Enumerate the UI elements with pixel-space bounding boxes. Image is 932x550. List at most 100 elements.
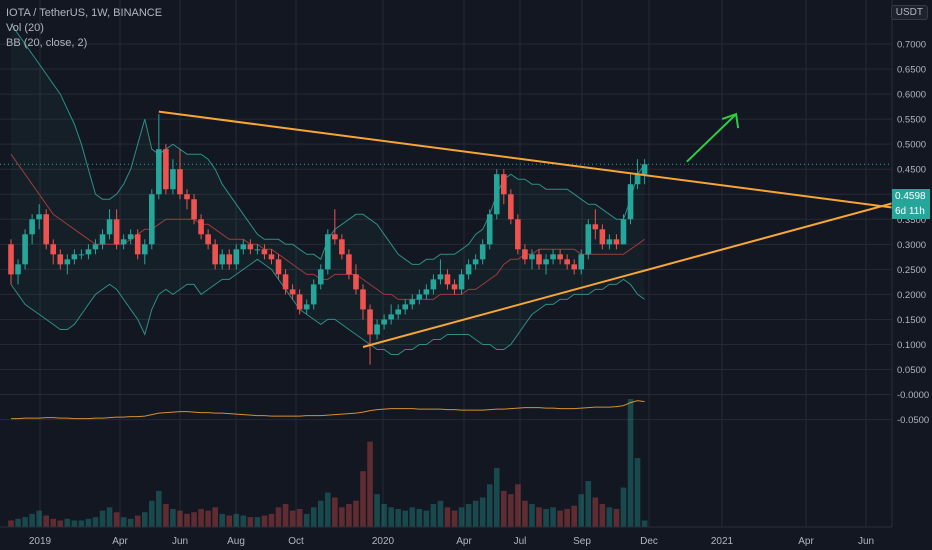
volume-bar xyxy=(254,517,261,527)
volume-bar xyxy=(550,507,556,527)
volume-bar xyxy=(346,504,352,527)
time-tick-label: Aug xyxy=(227,536,245,547)
candle xyxy=(219,249,225,270)
candle xyxy=(550,249,556,265)
time-tick-label: Oct xyxy=(288,536,304,547)
candle xyxy=(332,209,338,245)
candle-body xyxy=(247,244,254,250)
candle xyxy=(578,249,585,275)
volume-bar xyxy=(388,507,394,527)
volume-bar xyxy=(303,513,310,527)
candle-body xyxy=(113,219,120,245)
candle xyxy=(191,194,197,225)
candle-body xyxy=(156,149,162,195)
candle-body xyxy=(268,254,275,260)
trendline-drawings[interactable] xyxy=(158,110,899,348)
time-tick-label: Jun xyxy=(858,536,874,547)
bb-lower-line xyxy=(10,258,645,355)
candle xyxy=(282,269,289,295)
candle xyxy=(388,304,394,325)
candle xyxy=(275,254,282,280)
projection-arrow-shaft xyxy=(686,113,737,163)
volume-bar xyxy=(170,508,176,527)
candle xyxy=(43,209,49,250)
symbol-title: IOTA / TetherUS, 1W, BINANCE xyxy=(6,7,163,19)
candle-body xyxy=(353,274,359,290)
indicator-volume[interactable]: Vol (20) xyxy=(6,22,44,34)
volume-bar xyxy=(120,517,127,527)
indicator-bollinger[interactable]: BB (20, close, 2) xyxy=(6,37,88,49)
time-axis[interactable]: 2019 Apr Jun Aug Oct 2020 Apr Jul Sep Dec 2021 Apr J… xyxy=(29,536,874,547)
candle xyxy=(127,229,134,245)
candle-body xyxy=(127,234,134,240)
volume-bar xyxy=(620,487,627,527)
volume-bar xyxy=(43,515,49,527)
volume-bar xyxy=(395,508,401,527)
volume-bar xyxy=(627,399,634,527)
candle xyxy=(381,314,387,330)
candle-body xyxy=(627,184,634,220)
volume-bar xyxy=(22,517,28,527)
candle xyxy=(606,234,613,250)
candle xyxy=(395,304,401,320)
candle-body xyxy=(29,219,35,235)
candle-body xyxy=(515,219,521,250)
candle xyxy=(99,229,106,250)
volume-bar xyxy=(522,500,528,527)
candle-body xyxy=(296,294,303,310)
volume-bar xyxy=(493,467,500,527)
volume-bar xyxy=(50,518,57,527)
volume-bar xyxy=(310,507,317,527)
volume-bar xyxy=(381,504,387,527)
candle xyxy=(15,259,21,285)
volume-bar xyxy=(163,504,169,527)
candle xyxy=(479,239,486,265)
last-price-label: 0.4598 xyxy=(892,189,930,204)
candle-body xyxy=(472,259,479,265)
volume-ma-line xyxy=(11,400,645,420)
volume-bars xyxy=(8,399,648,527)
candle xyxy=(120,234,127,250)
candle xyxy=(402,299,409,315)
volume-bar xyxy=(536,507,542,527)
candle xyxy=(430,274,437,295)
candle xyxy=(353,264,359,295)
candle-body xyxy=(339,239,345,255)
volume-bar xyxy=(240,515,247,527)
candle xyxy=(522,244,528,265)
volume-bar xyxy=(515,484,521,527)
candle-body xyxy=(486,214,493,245)
candle xyxy=(564,254,570,270)
volume-bar xyxy=(64,518,71,527)
volume-bar xyxy=(205,510,211,527)
price-tick-label: 0.6000 xyxy=(897,90,926,101)
candle-body xyxy=(303,304,310,310)
volume-bar xyxy=(156,490,162,527)
candle xyxy=(163,144,169,195)
candle-body xyxy=(599,229,606,245)
candle-body xyxy=(613,239,620,245)
candle-body xyxy=(141,244,148,255)
volume-bar xyxy=(113,512,120,527)
candle-body xyxy=(219,254,225,265)
volume-bar xyxy=(29,513,35,527)
volume-bar xyxy=(465,504,472,527)
volume-bar xyxy=(275,507,282,527)
volume-bar xyxy=(127,518,134,527)
candle xyxy=(198,214,204,240)
volume-bar xyxy=(282,504,289,527)
volume-bar xyxy=(416,508,423,527)
candle-body xyxy=(310,284,317,305)
price-tick-label: 0.1500 xyxy=(897,315,926,326)
candle xyxy=(501,169,507,205)
time-tick-label: Jun xyxy=(172,536,188,547)
currency-button[interactable]: USDT xyxy=(890,5,928,20)
price-tick-label: 0.5000 xyxy=(897,140,926,151)
candle xyxy=(536,249,542,270)
candle-body xyxy=(606,239,613,245)
candle xyxy=(423,284,430,300)
candle-body xyxy=(233,249,240,265)
candle xyxy=(71,249,78,265)
volume-bar xyxy=(78,520,85,527)
